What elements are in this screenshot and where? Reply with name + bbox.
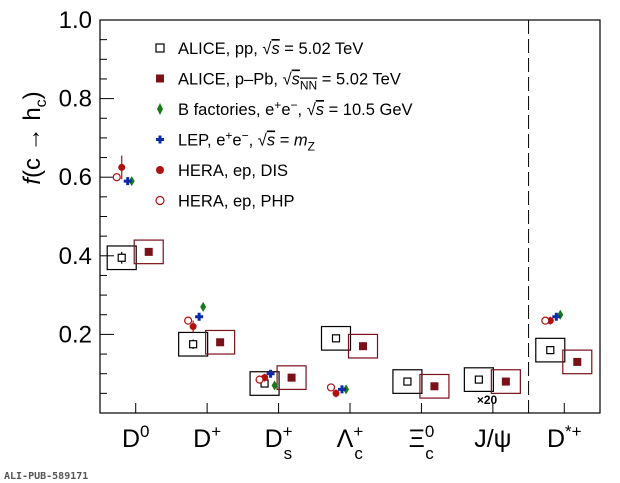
legend-marker (155, 195, 165, 206)
legend-marker (157, 103, 163, 115)
data-point (541, 316, 550, 325)
data-point (359, 342, 367, 351)
systematic-box (463, 367, 494, 392)
x-tick-label: D+ s (265, 422, 293, 463)
data-point (557, 309, 564, 320)
systematic-box (249, 371, 280, 396)
systematic-box (490, 369, 521, 394)
data-point (403, 377, 412, 386)
x-axis: D0 D+ D+ s Λ+ c Ξ0 c J/ψ D*+ (122, 403, 582, 463)
publication-id: ALI-PUB-589171 (4, 471, 88, 482)
data-point (117, 253, 126, 262)
data-point (200, 301, 207, 312)
data-point (255, 375, 264, 384)
data-point (266, 369, 275, 378)
legend-marker (156, 74, 164, 83)
y-axis-label: f(c → hc)f(c → h_c) (19, 91, 50, 184)
data-point (552, 312, 561, 321)
data-point (501, 377, 510, 386)
x-tick-label: D0 (122, 422, 150, 453)
y-tick-label: 0.6 (59, 164, 92, 191)
data-point (118, 163, 126, 171)
y-tick-label: 0.8 (59, 86, 92, 113)
systematic-box (205, 329, 236, 355)
data-point (430, 382, 439, 391)
legend-marker (156, 166, 164, 174)
systematic-box (106, 245, 137, 271)
data-point (184, 316, 193, 325)
data-point (546, 346, 555, 355)
data-point (189, 323, 197, 331)
legend-marker (156, 135, 164, 144)
data-markers (112, 155, 582, 398)
systematic-box (347, 333, 379, 359)
data-point (216, 338, 225, 347)
data-point (573, 357, 582, 366)
systematic-box (320, 325, 352, 351)
data-point (287, 373, 296, 382)
data-point (144, 247, 153, 256)
systematic-box (133, 239, 164, 265)
legend-marker (155, 43, 165, 53)
x-tick-label: Λ+ c (337, 422, 364, 463)
y-tick-label: 1.0 (59, 7, 92, 34)
data-point (123, 177, 132, 186)
systematic-box (276, 365, 307, 391)
systematic-box (562, 349, 593, 375)
data-point (326, 383, 336, 392)
data-point (271, 380, 278, 391)
data-point (195, 312, 204, 321)
systematic-boxes (106, 239, 593, 399)
systematic-box (392, 369, 423, 394)
legend-label: B factories, e⁺e⁻, √s = 10.5 GeVB factor… (178, 98, 413, 119)
x-tick-label: D+ (193, 422, 221, 453)
data-point (338, 385, 346, 394)
data-point (474, 375, 483, 384)
legend-label: HERA, ep, PHPHERA, ep, PHP (178, 193, 294, 211)
x-tick-label: Ξ0 c (409, 422, 435, 463)
x-tick-label: J/ψ (474, 425, 511, 453)
y-tick-label: 0.2 (59, 321, 92, 348)
data-point (189, 340, 198, 349)
systematic-box (419, 373, 450, 399)
legend-label: LEP, e⁺e⁻, √s = mZLEP, e+e−, √s = mZ (178, 129, 315, 154)
data-point (332, 389, 340, 397)
data-point (331, 334, 341, 343)
annotation-x20: ×20 (477, 393, 498, 407)
data-point (112, 173, 121, 182)
y-tick-label: 0.4 (59, 243, 92, 270)
y-axis: 0.2 0.4 0.6 0.8 1.0 (59, 7, 114, 414)
x-tick-label: D*+ (547, 422, 582, 453)
